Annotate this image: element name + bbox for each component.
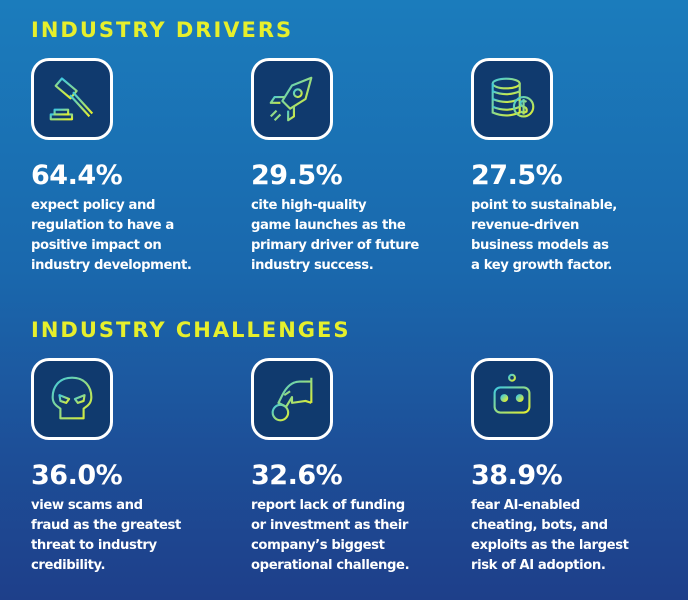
stat-percent: 29.5% xyxy=(251,160,343,191)
stat-description: point to sustainable, revenue-driven bus… xyxy=(471,198,617,273)
stat-description: expect policy and regulation to have a p… xyxy=(31,198,192,273)
stat-description: fear AI-enabled cheating, bots, and expl… xyxy=(471,498,629,573)
driver-card: 27.5% point to sustainable, revenue-driv… xyxy=(471,58,681,276)
challenge-card: 38.9% fear AI-enabled cheating, bots, an… xyxy=(471,358,681,576)
stat-percent: 36.0% xyxy=(31,460,123,491)
section-title: INDUSTRY DRIVERS xyxy=(31,18,294,42)
section-title: INDUSTRY CHALLENGES xyxy=(31,318,351,342)
stat-percent: 38.9% xyxy=(471,460,563,491)
stat-percent: 27.5% xyxy=(471,160,563,191)
stat-percent: 32.6% xyxy=(251,460,343,491)
challenge-card: 36.0% view scams and fraud as the greate… xyxy=(31,358,241,576)
stat-description: report lack of funding or investment as … xyxy=(251,498,410,573)
skull-icon xyxy=(31,358,113,440)
robot-icon xyxy=(471,358,553,440)
rocket-icon xyxy=(251,58,333,140)
hand-coin-icon xyxy=(251,358,333,440)
coins-dollar-icon xyxy=(471,58,553,140)
driver-card: 64.4% expect policy and regulation to ha… xyxy=(31,58,241,276)
challenge-card: 32.6% report lack of funding or investme… xyxy=(251,358,461,576)
stat-description: view scams and fraud as the greatest thr… xyxy=(31,498,181,573)
stat-percent: 64.4% xyxy=(31,160,123,191)
driver-card: 29.5% cite high-quality game launches as… xyxy=(251,58,461,276)
stat-description: cite high-quality game launches as the p… xyxy=(251,198,419,273)
gavel-icon xyxy=(31,58,113,140)
